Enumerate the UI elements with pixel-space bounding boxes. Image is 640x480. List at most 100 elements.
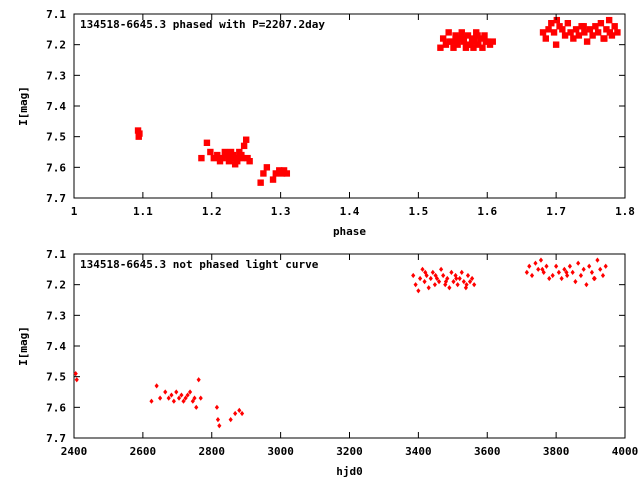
data-point: [453, 35, 461, 42]
data-point: [257, 179, 264, 186]
data-point: [196, 377, 201, 383]
data-point: [207, 148, 214, 156]
data-point: [601, 35, 608, 42]
data-point: [234, 158, 241, 165]
y-tick-label: 7.3: [46, 69, 66, 82]
data-point: [426, 285, 431, 291]
data-point: [242, 136, 250, 143]
data-point: [603, 263, 608, 269]
x-tick-label: 1.4: [340, 205, 360, 218]
data-point: [263, 164, 271, 171]
y-tick-label: 7.6: [46, 401, 66, 414]
data-point: [589, 269, 595, 275]
data-point: [552, 41, 560, 48]
data-point: [489, 38, 496, 45]
x-axis-ticks: 1 1.1 1.2 1.3 1.4 1.5 1.6 1.7 1.8: [71, 14, 635, 218]
data-point: [603, 26, 610, 33]
x-tick-label: 1.2: [202, 205, 222, 218]
data-point: [210, 154, 218, 162]
data-point: [595, 257, 600, 263]
data-point: [461, 279, 466, 285]
data-point: [553, 16, 561, 24]
data-point: [481, 32, 488, 39]
data-point: [169, 392, 174, 398]
data-point: [474, 32, 481, 39]
data-point: [432, 282, 437, 288]
x-tick-label: 3000: [267, 445, 294, 458]
data-point: [605, 16, 613, 24]
data-point: [455, 282, 460, 288]
plot-frame: [73, 253, 626, 439]
data-point: [187, 389, 193, 395]
data-point: [183, 395, 188, 401]
data-point: [413, 282, 418, 288]
data-point: [283, 170, 291, 177]
x-axis-label: phase: [333, 225, 366, 238]
data-point: [198, 395, 203, 401]
data-point: [174, 389, 179, 395]
data-point: [583, 38, 591, 45]
x-tick-label: 1.7: [546, 205, 566, 218]
data-point: [538, 257, 544, 263]
x-tick-label: 1.3: [271, 205, 291, 218]
data-point: [433, 272, 438, 279]
data-point: [214, 404, 219, 410]
data-point: [154, 383, 159, 389]
data-point: [439, 35, 447, 42]
data-point: [181, 398, 186, 404]
data-point: [570, 269, 575, 275]
data-point: [472, 282, 477, 288]
data-point: [550, 29, 558, 36]
data-point: [237, 407, 242, 413]
data-point: [441, 272, 446, 279]
data-point: [554, 263, 559, 269]
phased-light-curve-panel: 1 1.1 1.2 1.3 1.4 1.5 1.6 1.7 1.8 7.17.27.37.47.…: [17, 8, 635, 238]
data-point: [185, 392, 190, 398]
data-point: [179, 392, 184, 398]
data-point: [223, 151, 231, 159]
data-point: [559, 275, 564, 282]
data-point: [430, 269, 435, 275]
data-point: [592, 23, 599, 30]
data-point: [149, 398, 154, 404]
data-point: [423, 269, 428, 275]
data-point: [449, 269, 454, 275]
data-point: [470, 44, 477, 51]
data-point: [542, 35, 549, 42]
data-point: [524, 269, 529, 275]
x-tick-label: 2600: [130, 445, 157, 458]
y-tick-label: 7.1: [46, 248, 66, 261]
unphased-light-curve-panel: 2400 2600 2800 3000 3200 3400 3600 3800 4000 7.1…: [17, 248, 638, 478]
data-point: [215, 417, 221, 423]
x-tick-label: 2800: [199, 445, 226, 458]
y-tick-label: 7.4: [46, 100, 66, 113]
data-point: [238, 151, 245, 159]
chart-title: 134518-6645.3 phased with P=2207.2day: [80, 18, 325, 31]
x-tick-label: 1.8: [615, 205, 635, 218]
data-markers: [73, 257, 608, 429]
y-tick-label: 7.6: [46, 161, 66, 174]
data-point: [464, 32, 472, 39]
data-point: [192, 395, 197, 401]
y-axis-label: I[mag]: [17, 326, 30, 366]
data-point: [233, 410, 238, 417]
data-point: [158, 395, 163, 401]
data-point: [422, 279, 427, 285]
data-point: [600, 272, 606, 279]
y-tick-label: 7.2: [46, 39, 66, 52]
data-point: [576, 260, 581, 266]
data-point: [544, 263, 549, 269]
data-point: [260, 170, 267, 177]
data-point: [539, 29, 547, 36]
data-point: [533, 260, 538, 266]
data-point: [470, 275, 475, 282]
data-point: [454, 41, 461, 48]
data-point: [567, 29, 574, 36]
x-tick-label: 4000: [612, 445, 639, 458]
data-point: [171, 398, 176, 404]
y-tick-label: 7.5: [46, 131, 66, 144]
data-point: [272, 170, 280, 177]
y-tick-label: 7.4: [46, 340, 66, 353]
data-point: [587, 263, 592, 269]
